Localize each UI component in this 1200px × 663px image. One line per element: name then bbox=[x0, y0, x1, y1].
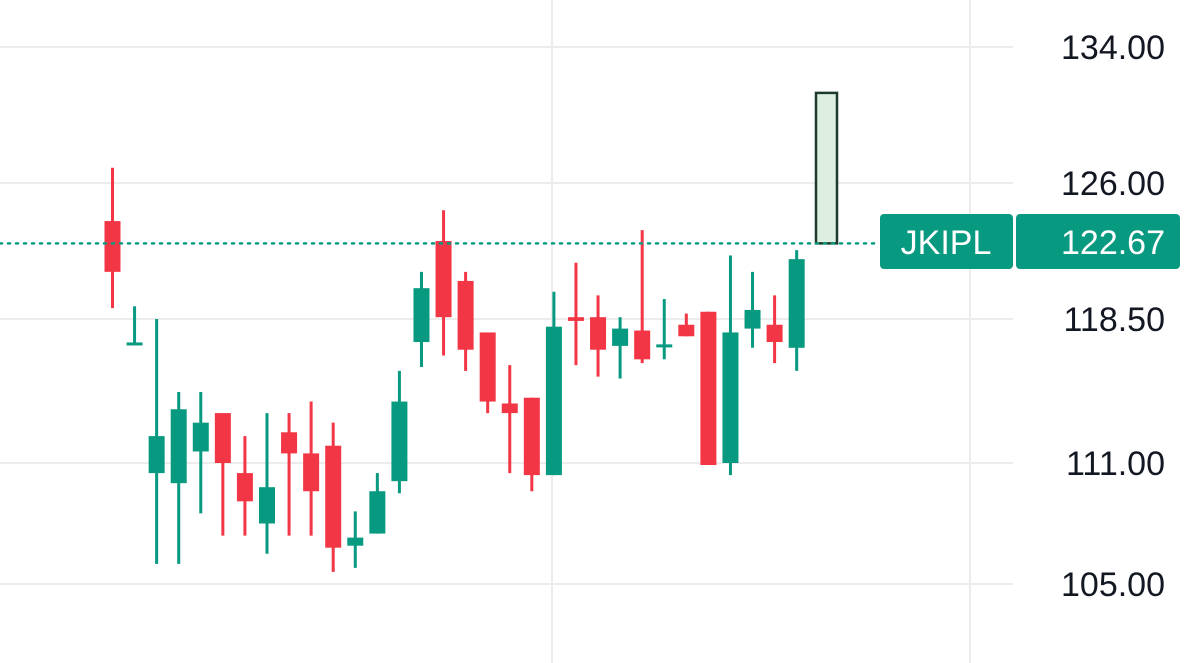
candle-body bbox=[545, 326, 562, 476]
candle-body bbox=[634, 330, 651, 360]
y-tick-label: 118.50 bbox=[1064, 301, 1165, 339]
symbol-tag-bg bbox=[880, 214, 1013, 269]
last-price-tag[interactable]: JKIPL 122.67 bbox=[880, 214, 1180, 269]
candle-down bbox=[523, 397, 540, 492]
candle-body bbox=[236, 473, 253, 502]
candle-body bbox=[700, 311, 717, 466]
candle-up bbox=[744, 271, 761, 348]
candle-body bbox=[413, 288, 430, 343]
candle-up bbox=[413, 271, 430, 367]
candle-down bbox=[457, 271, 474, 371]
candle-body bbox=[766, 324, 783, 343]
candle-body bbox=[325, 445, 342, 548]
y-tick-label: 105.00 bbox=[1061, 566, 1165, 604]
candle-up bbox=[347, 511, 364, 568]
candle-down bbox=[325, 422, 342, 572]
candle-body bbox=[457, 280, 474, 350]
candle-body bbox=[523, 397, 540, 476]
candle-body bbox=[722, 332, 739, 463]
candle-up bbox=[192, 391, 209, 514]
y-tick-label: 134.00 bbox=[1061, 29, 1165, 67]
candle-body bbox=[126, 342, 143, 346]
candle-down bbox=[678, 313, 695, 337]
candle-down bbox=[236, 436, 253, 536]
candle-up bbox=[656, 299, 673, 360]
candle-body bbox=[148, 436, 165, 474]
candle-down bbox=[634, 230, 651, 364]
candle-down bbox=[567, 262, 584, 366]
candle-body bbox=[192, 422, 209, 452]
candle-body bbox=[104, 221, 121, 272]
candle-up bbox=[148, 319, 165, 564]
candle-body bbox=[788, 259, 805, 348]
candle-down bbox=[501, 365, 518, 474]
candle-body bbox=[303, 453, 320, 492]
candle-body bbox=[347, 537, 364, 546]
candle-body bbox=[744, 309, 761, 329]
candle-body bbox=[170, 409, 187, 484]
candle-body bbox=[501, 403, 518, 414]
candle-down bbox=[281, 413, 298, 536]
candle-body bbox=[369, 491, 386, 534]
overlay-layer bbox=[0, 91, 882, 245]
candle-down bbox=[479, 332, 496, 414]
candle-down bbox=[104, 167, 121, 309]
last-price-label: 122.67 bbox=[1061, 224, 1165, 262]
candle-down bbox=[700, 311, 717, 466]
candle-down bbox=[214, 413, 231, 536]
candle-body bbox=[258, 487, 275, 524]
candle-body bbox=[214, 413, 231, 463]
candle-series bbox=[104, 167, 805, 572]
candle-up bbox=[170, 391, 187, 564]
candle-up bbox=[545, 291, 562, 476]
candle-down bbox=[590, 295, 607, 377]
candle-up bbox=[126, 306, 143, 346]
candle-body bbox=[656, 344, 673, 348]
candle-body bbox=[391, 401, 408, 482]
candle-down bbox=[303, 401, 320, 536]
candle-body bbox=[435, 241, 452, 318]
projection-box[interactable] bbox=[814, 91, 839, 245]
candle-body bbox=[479, 332, 496, 402]
price-axis[interactable]: 134.00 126.00 118.50 111.00 105.00 JKIPL 122.6… bbox=[880, 29, 1180, 604]
candle-up bbox=[369, 473, 386, 534]
candle-body bbox=[281, 432, 298, 454]
y-tick-label: 126.00 bbox=[1061, 165, 1165, 203]
candle-body bbox=[612, 328, 629, 346]
y-tick-label: 111.00 bbox=[1066, 445, 1165, 483]
candle-body bbox=[590, 317, 607, 350]
candle-down bbox=[435, 210, 452, 356]
candle-down bbox=[766, 295, 783, 364]
candle-up bbox=[788, 250, 805, 371]
candle-body bbox=[567, 317, 584, 321]
grid-lines bbox=[0, 0, 1013, 663]
candle-up bbox=[612, 317, 629, 379]
candle-up bbox=[722, 255, 739, 476]
candle-body bbox=[678, 324, 695, 337]
price-tag-bg bbox=[1016, 214, 1180, 269]
candle-up bbox=[391, 370, 408, 494]
candle-up bbox=[258, 413, 275, 554]
symbol-label: JKIPL bbox=[901, 224, 992, 262]
